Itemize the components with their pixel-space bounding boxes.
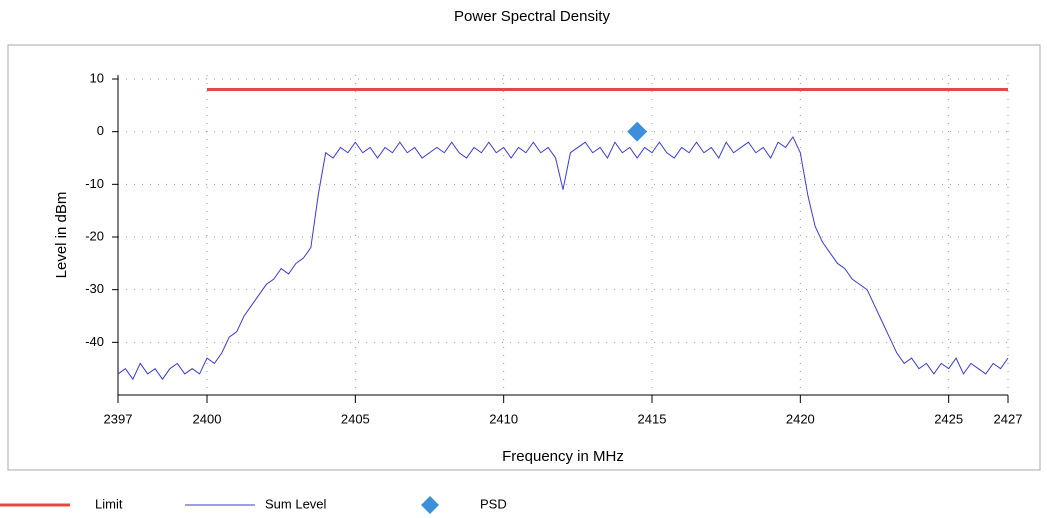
x-tick-label: 2405 <box>341 411 370 426</box>
x-tick-label: 2410 <box>489 411 518 426</box>
y-tick-label: 10 <box>90 70 104 85</box>
x-tick-label: 2425 <box>934 411 963 426</box>
x-tick-label: 2420 <box>786 411 815 426</box>
legend-label: PSD <box>480 496 507 511</box>
x-tick-label: 2415 <box>638 411 667 426</box>
y-tick-label: -20 <box>85 228 104 243</box>
y-tick-label: -30 <box>85 281 104 296</box>
y-axis-label: Level in dBm <box>53 192 70 279</box>
legend-label: Limit <box>95 496 123 511</box>
x-tick-label: 2427 <box>994 411 1023 426</box>
x-tick-label: 2397 <box>104 411 133 426</box>
y-tick-label: -40 <box>85 334 104 349</box>
y-tick-label: 0 <box>97 123 104 138</box>
psd-marker <box>627 121 648 142</box>
x-tick-label: 2400 <box>193 411 222 426</box>
legend-swatch <box>421 496 439 514</box>
chart-frame <box>7 44 1041 471</box>
y-tick-label: -10 <box>85 176 104 191</box>
series-line <box>117 135 1009 381</box>
legend-label: Sum Level <box>265 496 327 511</box>
x-axis-label: Frequency in MHz <box>502 448 624 465</box>
chart-title: Power Spectral Density <box>454 8 610 25</box>
